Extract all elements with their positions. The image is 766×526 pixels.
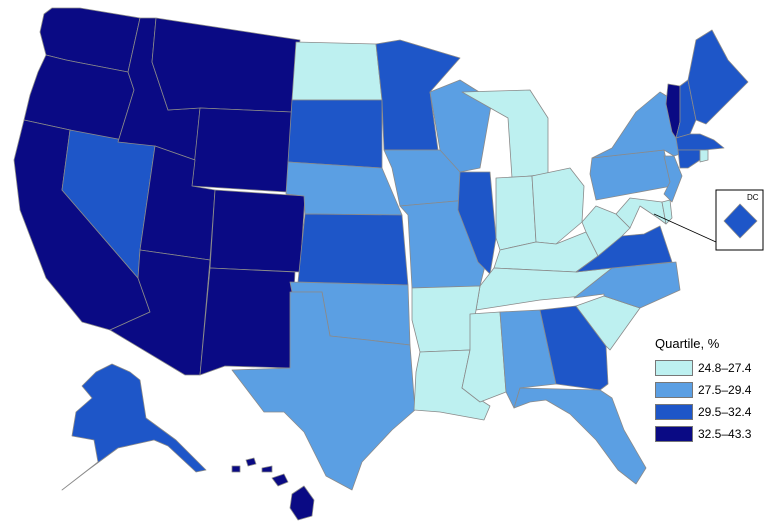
- state-TX: [231, 291, 416, 491]
- state-CT: [677, 149, 701, 169]
- legend-item: 29.5–32.4: [655, 401, 763, 423]
- state-WY: [191, 107, 293, 193]
- legend-title: Quartile, %: [655, 336, 720, 351]
- state-RI: [699, 149, 709, 163]
- state-AK: [61, 363, 207, 491]
- state-SC: [575, 295, 641, 351]
- legend-label: 24.8–27.4: [698, 361, 752, 375]
- state-DC: [723, 203, 758, 239]
- state-FL: [513, 387, 647, 485]
- state-DE: [661, 199, 673, 225]
- state-CO: [209, 189, 306, 273]
- legend-swatch: [655, 360, 693, 376]
- legend-item: 27.5–29.4: [655, 379, 763, 401]
- legend: Quartile, % 24.8–27.4 27.5–29.4 29.5–32.…: [655, 336, 763, 445]
- legend-label: 29.5–32.4: [698, 405, 752, 419]
- state-KS: [297, 213, 409, 286]
- dc-leader-line: [653, 213, 717, 243]
- legend-item: 24.8–27.4: [655, 357, 763, 379]
- state-WV: [581, 205, 631, 257]
- dc-inset-label: DC: [747, 193, 759, 202]
- state-OH: [531, 167, 585, 245]
- state-PA: [589, 149, 673, 201]
- state-AZ: [109, 249, 211, 376]
- legend-label: 32.5–43.3: [698, 427, 752, 441]
- legend-label: 27.5–29.4: [698, 383, 752, 397]
- state-NJ: [663, 155, 683, 203]
- legend-swatch: [655, 426, 693, 442]
- state-HI: [231, 457, 315, 521]
- legend-swatch: [655, 404, 693, 420]
- state-NC: [573, 261, 681, 309]
- legend-swatch: [655, 382, 693, 398]
- state-IN: [495, 175, 537, 251]
- legend-item: 32.5–43.3: [655, 423, 763, 445]
- state-MT: [151, 17, 301, 113]
- state-MA: [675, 133, 725, 151]
- state-NM: [199, 267, 296, 376]
- state-WI: [429, 79, 493, 173]
- state-SD: [287, 99, 383, 169]
- state-VA: [575, 225, 673, 273]
- state-ND: [291, 41, 383, 101]
- state-MD: [615, 197, 667, 229]
- state-ME: [687, 29, 749, 125]
- state-MN: [375, 39, 461, 151]
